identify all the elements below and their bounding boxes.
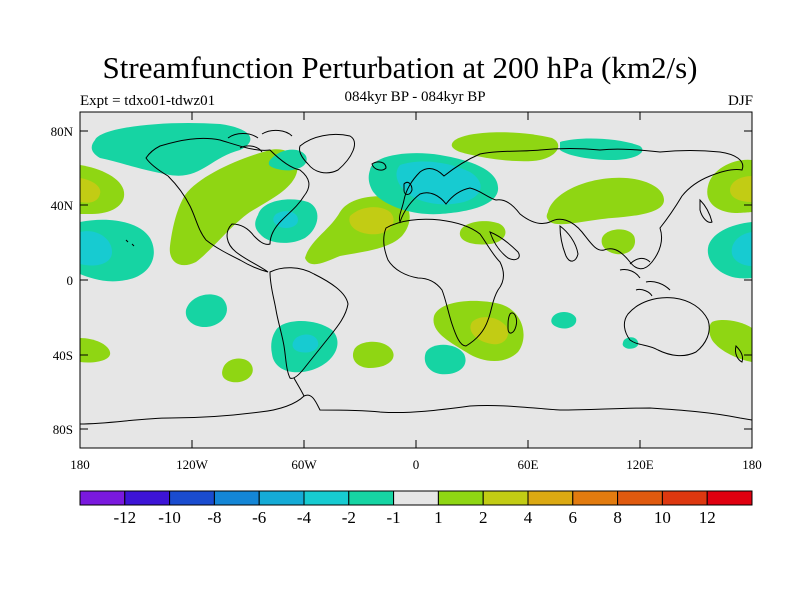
coastline-arctic-islands bbox=[227, 129, 293, 153]
colorbar-box bbox=[258, 490, 305, 506]
colorbar-box bbox=[527, 490, 574, 506]
colorbar-box bbox=[617, 490, 663, 506]
coastline-se-asia bbox=[619, 257, 671, 297]
coastline-layer bbox=[80, 129, 752, 425]
caribbean-core-region bbox=[273, 211, 298, 228]
colorbar-box bbox=[572, 490, 619, 506]
coastline-new-zealand bbox=[735, 345, 743, 363]
arctic-positive-region bbox=[451, 132, 559, 162]
indian-ocean-small-region bbox=[551, 312, 577, 329]
coastline-uk bbox=[403, 181, 413, 195]
colorbar-label: 6 bbox=[569, 508, 578, 527]
colorbar-label: -4 bbox=[297, 508, 312, 527]
y-tick-label: 40S bbox=[53, 348, 73, 363]
period-label: 084kyr BP - 084kyr BP bbox=[344, 89, 486, 105]
south-pacific-left-region bbox=[80, 338, 111, 363]
colorbar bbox=[79, 490, 753, 506]
south-indian-negative-region bbox=[424, 344, 466, 375]
colorbar-box bbox=[169, 490, 215, 506]
coastline-arabia bbox=[489, 231, 520, 261]
colorbar-box bbox=[437, 490, 484, 506]
colorbar-label: -2 bbox=[342, 508, 356, 527]
y-tick-label: 0 bbox=[67, 273, 74, 288]
colorbar-label: 4 bbox=[524, 508, 533, 527]
india-positive-region bbox=[601, 229, 636, 255]
coastline-madagascar bbox=[507, 312, 517, 334]
x-tick-label: 60W bbox=[291, 457, 317, 472]
x-tick-label: 0 bbox=[413, 457, 420, 472]
new-zealand-positive-region bbox=[709, 320, 752, 362]
x-tick-label: 180 bbox=[70, 457, 90, 472]
arctic-negative-atlantic-region bbox=[268, 149, 307, 171]
colorbar-label: -12 bbox=[113, 508, 136, 527]
experiment-label: Expt = tdxo01-tdwz01 bbox=[80, 93, 216, 109]
east-pacific-core-region bbox=[730, 176, 752, 202]
colorbar-box bbox=[661, 490, 708, 506]
colorbar-box bbox=[482, 490, 529, 506]
south-pacific-small-region bbox=[222, 358, 253, 383]
arctic-negative-east-region bbox=[560, 138, 643, 160]
colorbar-label: 2 bbox=[479, 508, 488, 527]
coastline-india bbox=[559, 224, 579, 262]
y-tick-label: 80N bbox=[51, 124, 74, 139]
colorbar-label: 8 bbox=[613, 508, 622, 527]
west-pacific-core-region bbox=[731, 232, 752, 266]
colorbar-label: -8 bbox=[207, 508, 221, 527]
season-label: DJF bbox=[727, 93, 753, 109]
colorbar-label: -1 bbox=[387, 508, 401, 527]
colorbar-label: -10 bbox=[158, 508, 181, 527]
coastline-south-america bbox=[269, 267, 349, 379]
coastline-antarctica bbox=[80, 394, 752, 425]
north-atlantic-core-region bbox=[349, 207, 394, 235]
colorbar-label: -6 bbox=[252, 508, 266, 527]
south-africa-core-region bbox=[470, 317, 509, 345]
coastline-japan bbox=[699, 198, 713, 223]
coastline-antarctic-peninsula bbox=[293, 377, 305, 397]
tropical-pacific-core-region bbox=[80, 231, 112, 266]
y-tick-label: 40N bbox=[51, 198, 74, 213]
y-tick-label: 80S bbox=[53, 422, 73, 437]
colorbar-labels: -12 -10 -8 -6 -4 -2 -1 1 2 4 6 8 10 12 bbox=[113, 508, 715, 527]
coastline-north-america bbox=[145, 137, 310, 273]
colorbar-box bbox=[348, 490, 395, 506]
europe-core-region bbox=[396, 161, 481, 205]
colorbar-box bbox=[303, 490, 350, 506]
arctic-negative-west-region bbox=[91, 122, 251, 176]
x-tick-label: 120E bbox=[626, 457, 654, 472]
coastline-iceland bbox=[371, 161, 387, 171]
south-america-core-region bbox=[292, 334, 319, 353]
north-america-positive-region bbox=[169, 149, 298, 266]
x-tick-label: 120W bbox=[176, 457, 209, 472]
siberia-positive-region bbox=[546, 177, 664, 225]
colorbar-box bbox=[393, 490, 439, 506]
mideast-positive-region bbox=[459, 221, 506, 245]
x-tick-label: 60E bbox=[518, 457, 539, 472]
coastline-africa bbox=[383, 218, 504, 347]
x-axis: 180 120W 60W 0 60E 120E 180 bbox=[70, 112, 762, 472]
coastline-greenland bbox=[299, 133, 355, 174]
south-atlantic-positive-region bbox=[352, 341, 394, 368]
colorbar-label: 10 bbox=[654, 508, 671, 527]
coastline-eurasia bbox=[399, 148, 744, 270]
colorbar-label: 12 bbox=[699, 508, 716, 527]
x-tick-label: 180 bbox=[742, 457, 762, 472]
australia-small-region bbox=[622, 337, 639, 349]
coastline-australia bbox=[623, 297, 710, 357]
north-pacific-core-region bbox=[80, 178, 101, 203]
colorbar-box bbox=[706, 490, 753, 506]
contour-fill-layer bbox=[80, 122, 752, 383]
south-pacific-negative-region bbox=[185, 294, 227, 328]
colorbar-box bbox=[124, 490, 171, 506]
y-axis: 80N 40N 0 40S 80S bbox=[51, 124, 752, 437]
colorbar-box bbox=[213, 490, 260, 506]
colorbar-box bbox=[79, 490, 126, 506]
coastline-hawaii bbox=[125, 239, 135, 247]
colorbar-label: 1 bbox=[434, 508, 443, 527]
plot-title: Streamfunction Perturbation at 200 hPa (… bbox=[102, 50, 698, 85]
